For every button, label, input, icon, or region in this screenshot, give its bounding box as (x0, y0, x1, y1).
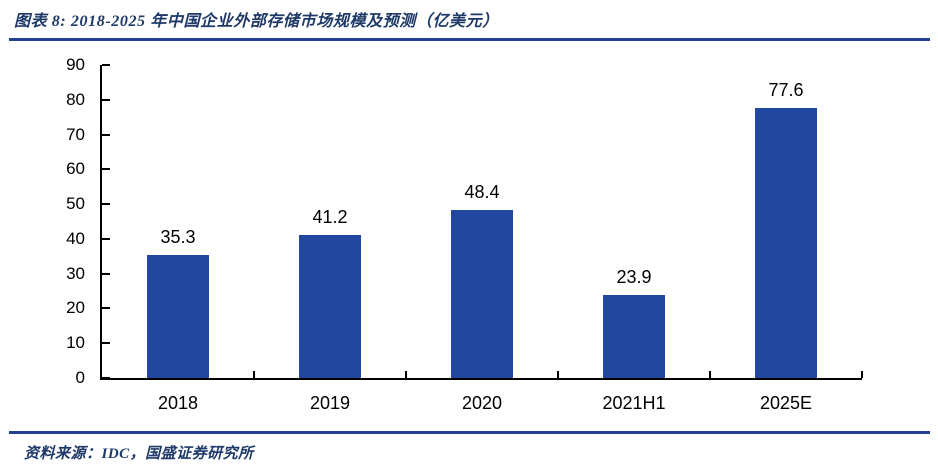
y-axis-tick (102, 98, 110, 101)
y-axis-tick-label: 60 (66, 159, 85, 179)
y-axis-tick (102, 168, 110, 171)
bar-2020 (451, 209, 513, 378)
y-axis-tick-label: 0 (75, 368, 85, 387)
x-axis-tick (557, 371, 559, 378)
x-axis-label: 2021H1 (602, 393, 666, 413)
bar-2021H1 (603, 294, 665, 378)
bar-value-label: 23.9 (616, 266, 652, 287)
y-axis-tick-label: 70 (66, 124, 85, 144)
y-axis-tick-label: 80 (66, 89, 85, 109)
y-axis-tick (102, 133, 110, 136)
bar-value-label: 77.6 (768, 80, 804, 101)
y-axis-tick (102, 237, 110, 240)
bar-2019 (299, 234, 361, 378)
y-axis-tick-label: 50 (66, 194, 85, 214)
y-axis-tick-label: 30 (66, 263, 85, 283)
y-axis-tick-label: 90 (66, 55, 85, 74)
y-axis-tick (102, 203, 110, 206)
y-axis-tick (102, 342, 110, 345)
y-axis-tick (102, 272, 110, 275)
x-axis-tick (253, 371, 255, 378)
x-axis-tick (405, 371, 407, 378)
title-divider (9, 38, 930, 41)
figure-title: 图表 8: 2018-2025 年中国企业外部存储市场规模及预测（亿美元） (14, 13, 499, 30)
x-axis-label: 2018 (157, 393, 199, 413)
y-axis-tick-label: 40 (66, 228, 85, 248)
y-axis-tick (102, 377, 110, 379)
bar-2018 (147, 255, 209, 378)
bar-value-label: 41.2 (312, 206, 348, 227)
x-axis-tick (861, 371, 863, 378)
bar-chart-plot-area: 0 10 20 30 40 50 60 70 80 90 35.3 2018 41.2 2019 48.4 2… (66, 55, 863, 413)
bar-value-label: 35.3 (160, 227, 196, 248)
footer-divider (9, 431, 930, 434)
y-axis-tick-label: 10 (66, 333, 85, 353)
x-axis-tick (709, 371, 711, 378)
x-axis-label: 2019 (309, 393, 351, 413)
y-axis-tick (102, 307, 110, 310)
x-axis-label: 2025E (759, 393, 813, 413)
bar-2025E (755, 108, 817, 378)
x-axis-label: 2020 (461, 393, 503, 413)
y-axis-tick-label: 20 (66, 298, 85, 318)
bar-value-label: 48.4 (464, 181, 500, 202)
y-axis-tick (102, 64, 110, 66)
source-note: 资料来源：IDC，国盛证券研究所 (24, 446, 254, 462)
